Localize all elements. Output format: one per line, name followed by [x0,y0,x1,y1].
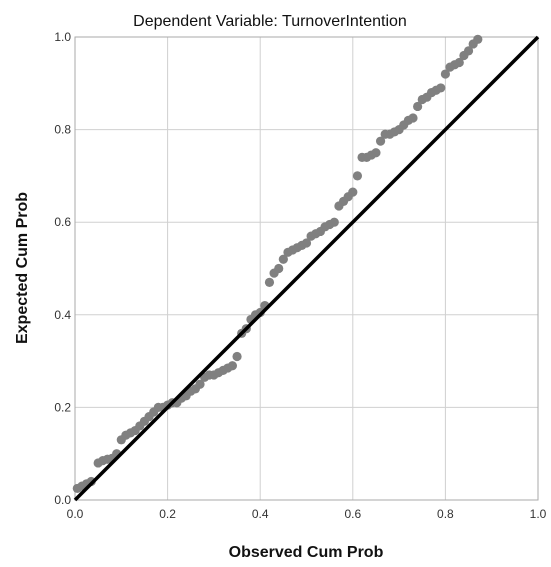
y-tick-label: 0.6 [54,215,71,229]
data-point [348,187,358,197]
y-axis-title: Expected Cum Prob [14,192,31,344]
data-point [227,361,238,371]
data-point [232,351,242,362]
x-tick-label: 0.8 [437,507,454,521]
x-axis-title: Observed Cum Prob [229,544,384,561]
data-point [413,101,423,112]
data-point [278,254,288,264]
data-point [454,57,464,68]
data-point [264,277,275,287]
y-tick-labels: 0.0 0.2 0.4 0.6 0.8 1.0 [54,30,71,507]
data-point [436,83,446,93]
x-tick-label: 0.0 [67,507,84,521]
data-point [371,148,381,158]
data-point [301,238,312,248]
data-point [463,46,474,56]
data-points [72,34,483,494]
data-point [375,136,386,146]
data-point [195,379,205,389]
y-tick-label: 0.4 [54,308,71,322]
x-tick-label: 1.0 [530,507,547,521]
x-tick-labels: 0.0 0.2 0.4 0.6 0.8 1.0 [67,507,547,521]
data-point [274,263,284,274]
y-tick-label: 1.0 [54,30,71,44]
data-point [352,171,363,181]
x-tick-label: 0.2 [159,507,176,521]
x-tick-label: 0.4 [252,507,269,521]
reference-line [73,35,540,502]
y-tick-label: 0.8 [54,123,71,137]
data-point [408,113,418,123]
plot-frame [74,36,539,501]
data-point [473,34,483,44]
y-tick-label: 0.2 [54,400,71,414]
chart-title: Dependent Variable: TurnoverIntention [133,13,407,30]
data-point [440,69,450,79]
x-tick-label: 0.6 [344,507,361,521]
y-tick-label: 0.0 [54,493,71,507]
data-point [329,217,339,227]
